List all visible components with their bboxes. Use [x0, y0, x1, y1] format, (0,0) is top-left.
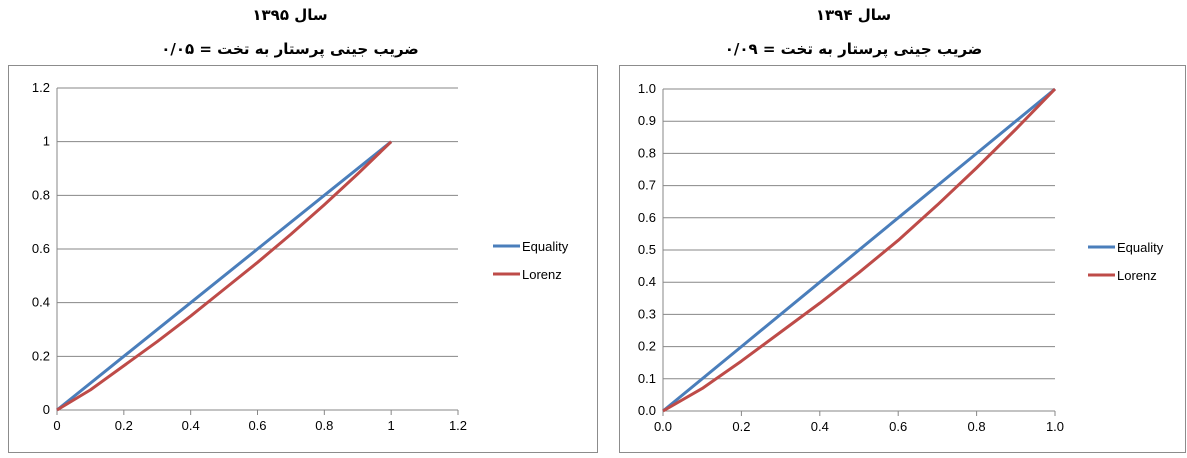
x-tick-label: 0 — [53, 418, 60, 433]
x-tick-label: 0.4 — [182, 418, 200, 433]
y-tick-label: 1.0 — [638, 81, 656, 96]
series-line-equality — [56, 140, 393, 412]
x-tick-label: 1.0 — [1046, 419, 1064, 434]
series-line-lorenz — [56, 140, 393, 412]
series-line-lorenz — [662, 87, 1057, 413]
legend-label-lorenz: Lorenz — [1117, 268, 1157, 283]
chart-1395: سال ۱۳۹۵ ضریب جینی پرستار به تخت = ۰/۰۵ … — [0, 0, 600, 453]
chart-plot: 0 0.2 0.4 0.6 0.8 1 1.2 0 0.2 0.4 0.6 0.8 1 1.2 Equali… — [32, 80, 569, 433]
legend-label-equality: Equality — [1117, 240, 1164, 255]
y-tick-label: 0.6 — [638, 210, 656, 225]
x-tick-label: 0.0 — [654, 419, 672, 434]
legend-label-equality: Equality — [522, 239, 569, 254]
x-tick-label: 0.6 — [248, 418, 266, 433]
y-tick-label: 0.9 — [638, 113, 656, 128]
y-tick-label: 0.0 — [638, 403, 656, 418]
y-tick-label: 1 — [43, 134, 50, 149]
x-tick-label: 1 — [388, 418, 395, 433]
x-tick-label: 0.8 — [968, 419, 986, 434]
y-tick-label: 0.5 — [638, 242, 656, 257]
chart-title: سال ۱۳۹۴ — [815, 6, 892, 24]
x-tick-label: 0.2 — [115, 418, 133, 433]
chart-subtitle: ضریب جینی پرستار به تخت = ۰/۰۵ — [161, 40, 419, 58]
y-tick-label: 0 — [43, 402, 50, 417]
chart-title: سال ۱۳۹۵ — [252, 6, 328, 24]
x-tick-label: 1.2 — [449, 418, 467, 433]
x-tick-label: 0.4 — [811, 419, 829, 434]
y-tick-label: 0.4 — [638, 274, 656, 289]
y-tick-label: 0.2 — [32, 348, 50, 363]
chart-1394: سال ۱۳۹۴ ضریب جینی پرستار به تخت = ۰/۰۹ … — [600, 0, 1187, 453]
y-tick-label: 0.3 — [638, 306, 656, 321]
y-tick-label: 0.8 — [32, 187, 50, 202]
chart-frame: 0.0 0.1 0.2 0.3 0.4 0.5 0.6 0.7 0.8 0.9 1.0 0.0 0.2 0… — [619, 65, 1186, 453]
x-tick-label: 0.2 — [732, 419, 750, 434]
chart-frame: 0 0.2 0.4 0.6 0.8 1 1.2 0 0.2 0.4 0.6 0.8 1 1.2 Equali… — [8, 65, 598, 453]
y-tick-label: 0.2 — [638, 339, 656, 354]
y-tick-label: 0.8 — [638, 145, 656, 160]
y-tick-label: 0.6 — [32, 241, 50, 256]
x-tick-label: 0.8 — [315, 418, 333, 433]
y-tick-label: 0.4 — [32, 295, 50, 310]
legend-label-lorenz: Lorenz — [522, 267, 562, 282]
chart-subtitle: ضریب جینی پرستار به تخت = ۰/۰۹ — [724, 40, 983, 58]
x-tick-label: 0.6 — [889, 419, 907, 434]
chart-plot: 0.0 0.1 0.2 0.3 0.4 0.5 0.6 0.7 0.8 0.9 1.0 0.0 0.2 0… — [638, 81, 1164, 434]
y-tick-label: 0.7 — [638, 178, 656, 193]
y-tick-label: 1.2 — [32, 80, 50, 95]
y-tick-label: 0.1 — [638, 371, 656, 386]
series-line-equality — [662, 87, 1056, 413]
